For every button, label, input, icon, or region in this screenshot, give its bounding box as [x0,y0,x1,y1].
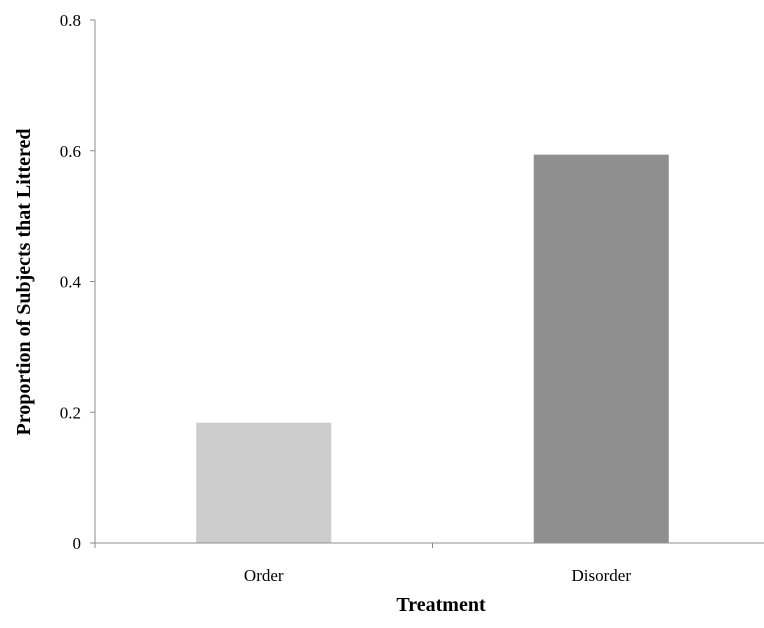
x-axis-ticks: Order Disorder [94,543,632,585]
bar-disorder [533,154,669,544]
y-axis-ticks: 0 0.2 0.4 0.6 0.8 [60,11,95,553]
x-tick-label: Disorder [572,566,632,585]
x-tick-label: Order [244,566,284,585]
y-tick-label: 0.4 [60,273,82,292]
plot-area [196,154,669,544]
bar-order [196,422,332,543]
x-axis-title: Treatment [396,594,486,616]
y-tick-label: 0.2 [60,403,81,422]
y-tick-label: 0 [73,534,82,553]
y-tick-label: 0.6 [60,142,81,161]
y-tick-label: 0.8 [60,11,81,30]
y-axis-title: Proportion of Subjects that Littered [13,128,35,435]
